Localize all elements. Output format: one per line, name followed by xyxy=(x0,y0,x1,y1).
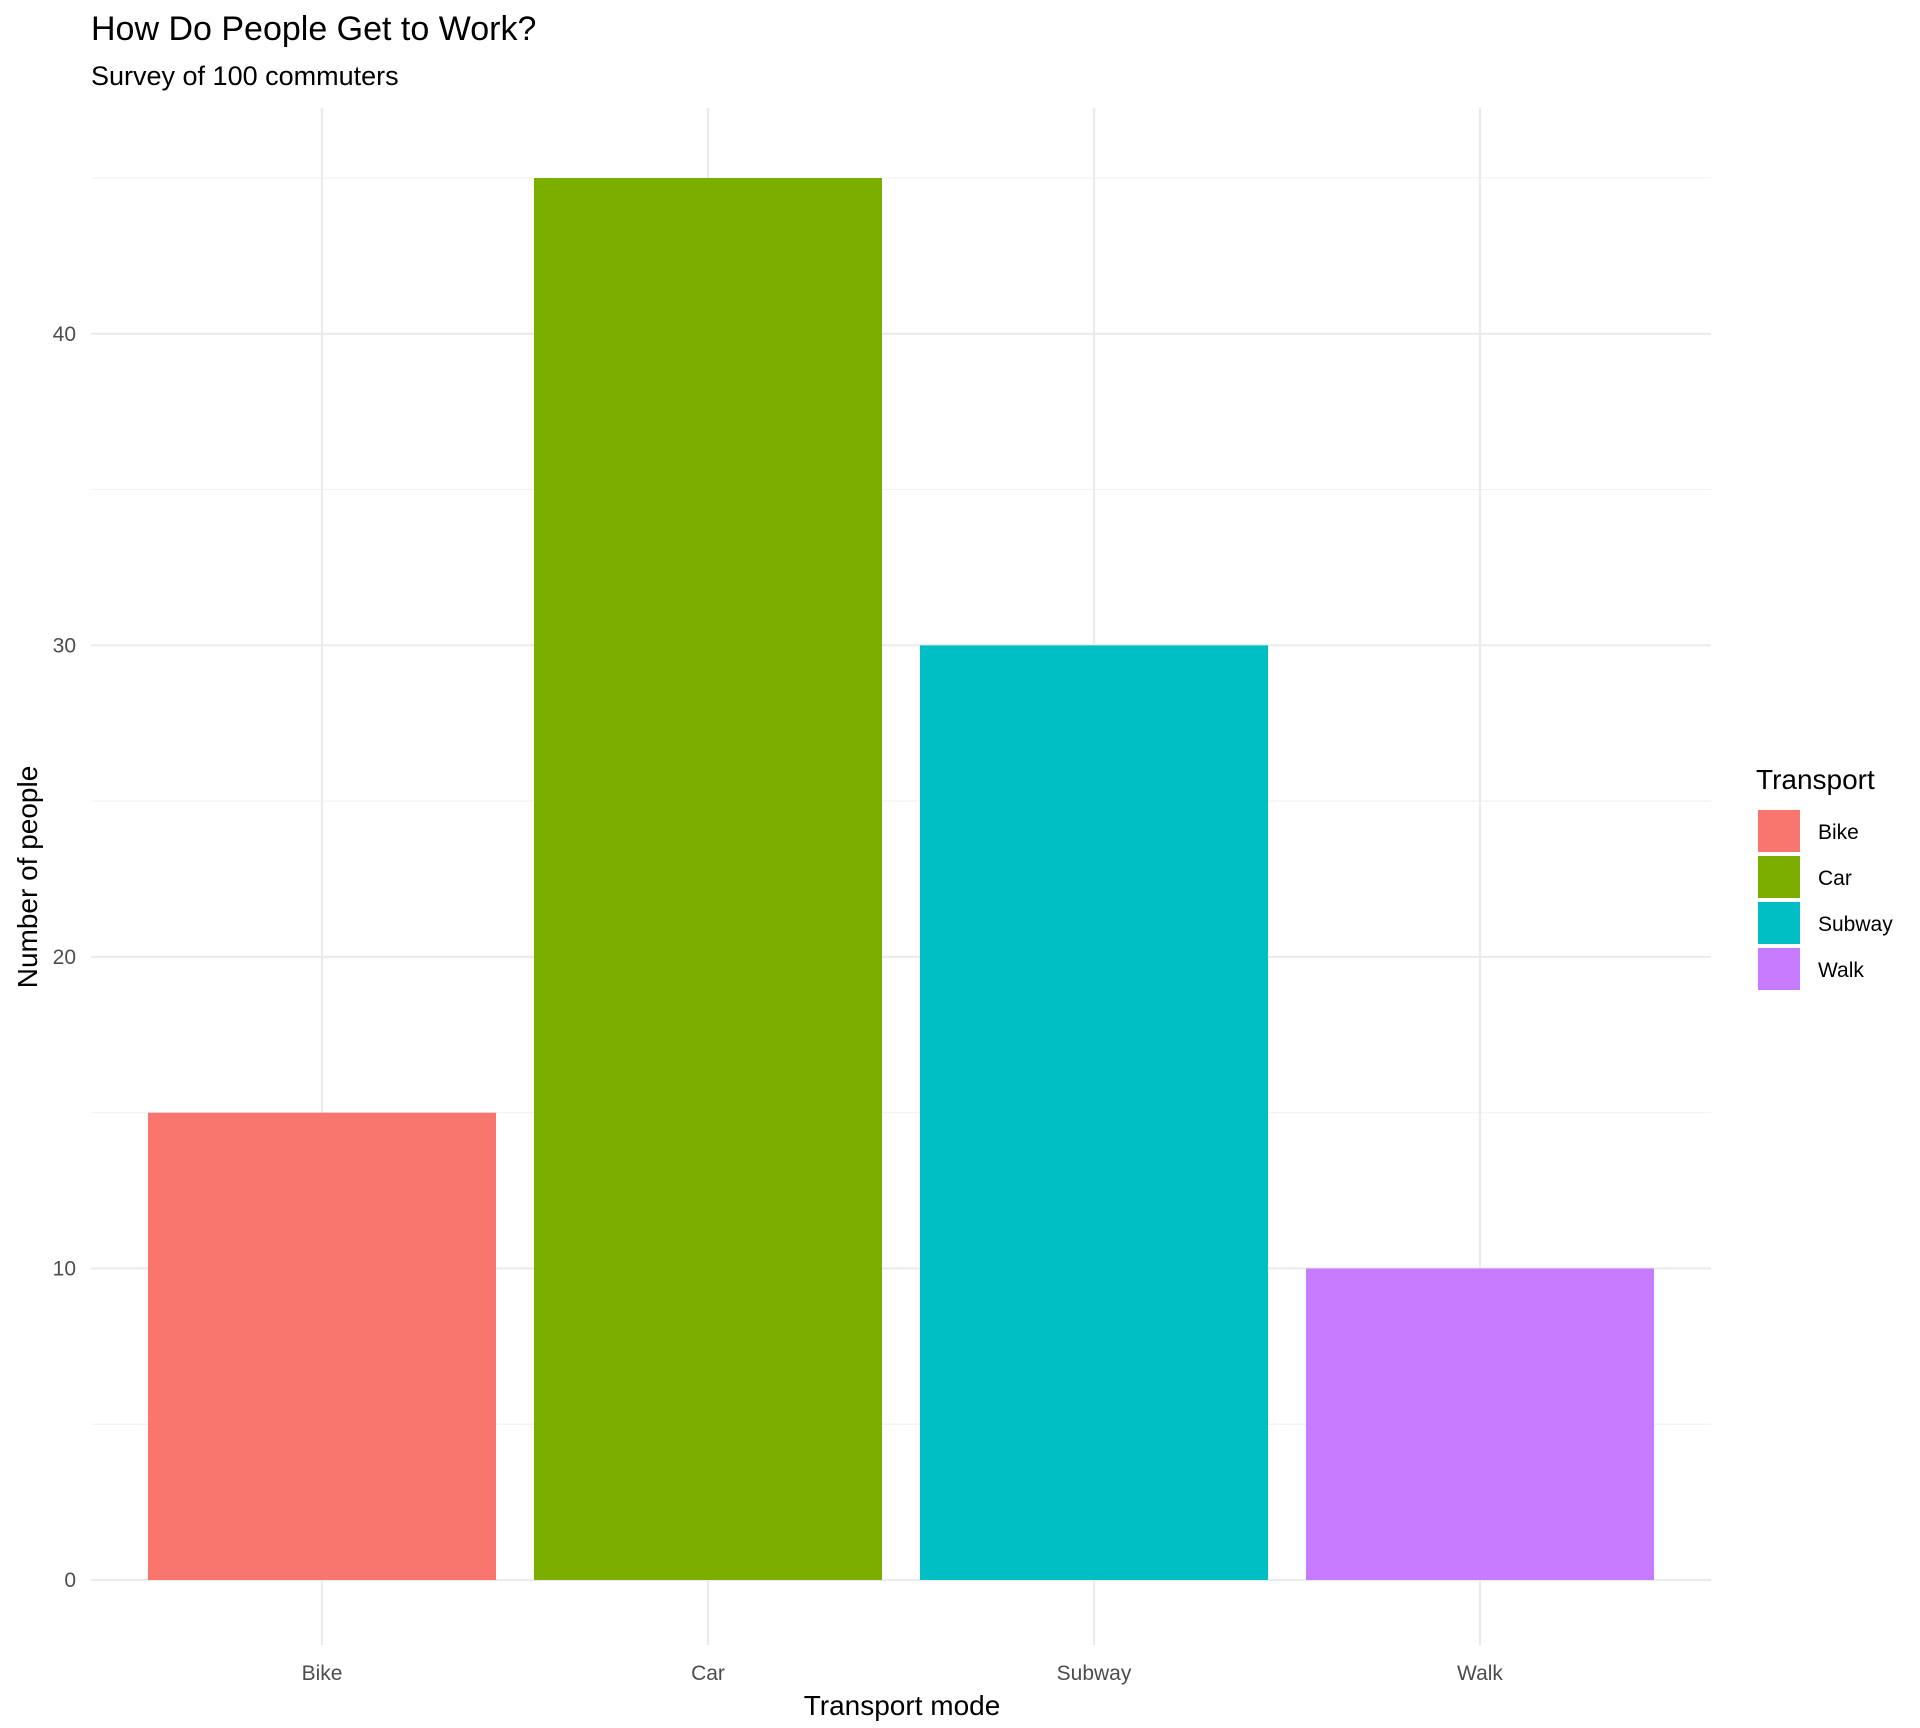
legend-label: Subway xyxy=(1818,913,1893,936)
x-tick-label: Car xyxy=(691,1662,725,1685)
x-axis-title: Transport mode xyxy=(804,1690,1001,1721)
y-tick-label: 40 xyxy=(53,323,76,346)
bars xyxy=(148,178,1654,1580)
y-tick-labels: 0 10 20 30 40 xyxy=(53,323,76,1592)
chart-title: How Do People Get to Work? xyxy=(91,10,536,48)
bar-bike xyxy=(148,1112,496,1580)
bar-subway xyxy=(920,645,1268,1580)
chart-subtitle: Survey of 100 commuters xyxy=(91,61,399,91)
legend-label: Bike xyxy=(1818,821,1859,844)
y-tick-label: 10 xyxy=(53,1257,76,1280)
legend-swatch-car xyxy=(1758,856,1800,898)
x-tick-label: Walk xyxy=(1457,1662,1503,1685)
bar-walk xyxy=(1306,1268,1654,1580)
x-tick-label: Bike xyxy=(302,1662,343,1685)
legend-items: Bike Car Subway Walk xyxy=(1758,810,1893,990)
legend-swatch-subway xyxy=(1758,902,1800,944)
legend-swatch-bike xyxy=(1758,810,1800,852)
legend: Transport Bike Car Subway Walk xyxy=(1756,764,1893,990)
y-axis-title: Number of people xyxy=(12,766,43,989)
y-tick-label: 0 xyxy=(64,1569,76,1592)
y-tick-label: 30 xyxy=(53,634,76,657)
y-tick-label: 20 xyxy=(53,946,76,969)
legend-title: Transport xyxy=(1756,764,1875,795)
legend-label: Walk xyxy=(1818,959,1864,982)
legend-swatch-walk xyxy=(1758,948,1800,990)
x-tick-label: Subway xyxy=(1057,1662,1132,1685)
x-tick-labels: Bike Car Subway Walk xyxy=(302,1662,1504,1685)
legend-label: Car xyxy=(1818,867,1852,890)
bar-car xyxy=(534,178,882,1580)
